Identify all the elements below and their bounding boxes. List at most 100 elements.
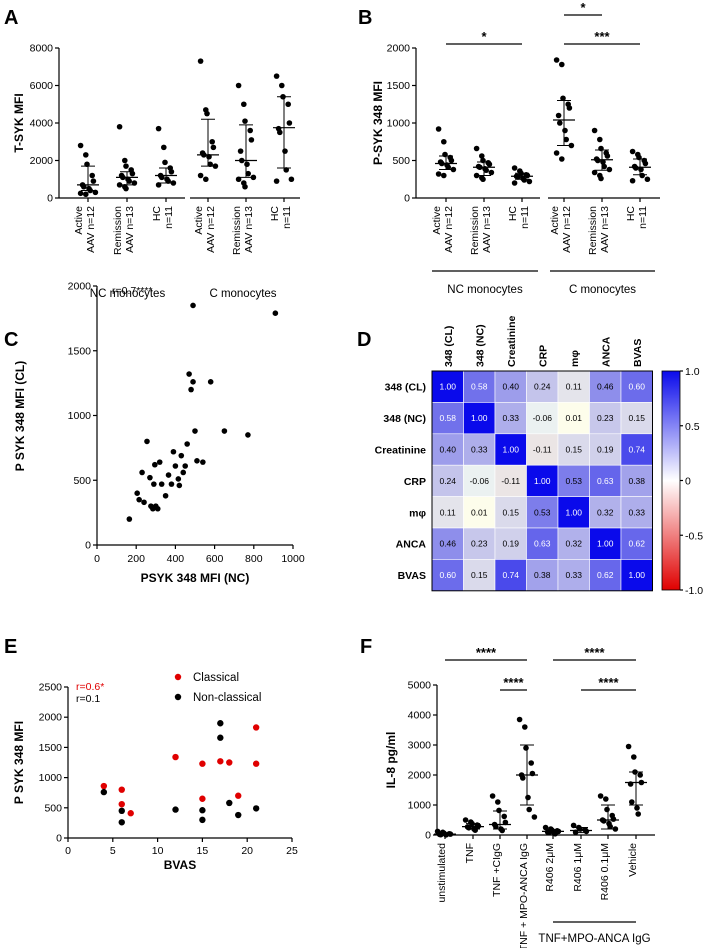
data-point <box>210 144 217 151</box>
heatmap-cell <box>620 402 653 435</box>
data-point <box>252 760 260 767</box>
heatmap-cell <box>620 527 653 560</box>
data-point <box>155 182 162 188</box>
cell-value: 0.19 <box>502 539 519 549</box>
data-point <box>118 819 125 826</box>
data-point <box>209 138 215 145</box>
data-point <box>635 811 641 817</box>
cell-value: 0.01 <box>565 413 582 423</box>
y-tick-label: 1500 <box>387 80 411 92</box>
data-point <box>644 176 651 183</box>
data-point <box>152 461 158 468</box>
data-point <box>595 157 601 164</box>
data-point <box>552 831 558 837</box>
data-point <box>147 474 153 481</box>
data-point <box>555 112 562 119</box>
data-point <box>634 805 640 811</box>
cell-value: 1.00 <box>597 539 614 549</box>
cell-value: 0.38 <box>628 476 645 486</box>
cell-value: 0.63 <box>534 539 551 549</box>
column-label: 348 (NC) <box>474 324 486 367</box>
cell-value: 0.19 <box>597 445 614 455</box>
data-point <box>591 169 598 176</box>
data-point <box>89 172 95 179</box>
data-point <box>159 174 165 181</box>
data-point <box>526 178 533 185</box>
x-tick-label: AAV n=12 <box>85 206 97 253</box>
row-label: ANCA <box>396 539 427 551</box>
data-point <box>100 788 108 796</box>
data-point <box>245 170 251 177</box>
cell-value: -0.11 <box>533 445 552 455</box>
x-tick-label: AAV n=13 <box>481 206 493 253</box>
cell-value: 0.58 <box>439 413 456 423</box>
cell-value: 0.60 <box>628 382 645 392</box>
data-point <box>217 734 224 741</box>
data-point <box>577 826 583 832</box>
heatmap-cell <box>557 496 590 529</box>
data-point <box>568 142 575 149</box>
cell-value: 0.40 <box>502 382 519 392</box>
heatmap-cell <box>557 464 590 497</box>
data-point <box>100 782 108 790</box>
heatmap-cell <box>526 433 559 466</box>
heatmap-cell <box>557 527 590 560</box>
heatmap-cell <box>620 464 653 497</box>
y-tick-label: 2000 <box>68 281 92 293</box>
data-point <box>226 799 233 807</box>
data-point <box>480 157 486 164</box>
x-tick-label: AAV n=13 <box>124 206 136 253</box>
x-tick-label: Remission <box>112 206 124 255</box>
column-label: mφ <box>569 350 581 367</box>
y-tick-label: 0 <box>47 193 53 205</box>
x-tick-label: R406 1μM <box>572 843 584 892</box>
row-label: mφ <box>409 507 426 519</box>
x-tick-label: 0 <box>94 553 100 565</box>
data-point <box>522 724 528 730</box>
x-tick-label: Active <box>431 206 443 235</box>
data-point <box>516 716 523 723</box>
x-tick-label: Remission <box>587 206 599 255</box>
data-point <box>612 826 619 832</box>
data-point <box>182 463 188 469</box>
data-point <box>87 187 93 194</box>
cell-value: 0.33 <box>628 507 645 517</box>
data-point <box>638 166 644 173</box>
data-point <box>435 126 442 132</box>
data-point <box>139 469 145 476</box>
x-tick-label: 5 <box>110 845 116 857</box>
data-point <box>217 758 224 765</box>
cell-value: 1.00 <box>628 570 645 580</box>
x-tick-label: n=11 <box>637 206 649 229</box>
data-point <box>570 822 577 829</box>
data-point <box>190 379 196 385</box>
heatmap-cell <box>589 370 622 403</box>
heatmap-cell <box>620 433 653 466</box>
heatmap-cell <box>494 559 527 592</box>
data-point <box>521 177 527 183</box>
data-point <box>131 180 138 186</box>
heatmap-cell <box>589 559 622 592</box>
y-tick-label: 1500 <box>39 742 63 754</box>
cell-value: -0.11 <box>501 476 520 486</box>
data-point <box>252 805 260 812</box>
data-point <box>572 829 579 836</box>
data-point <box>286 120 293 126</box>
heatmap-cell <box>526 496 559 529</box>
data-point <box>282 148 288 154</box>
x-tick-label: R406 0.1μM <box>599 843 611 900</box>
x-tick-label: 1000 <box>281 553 305 565</box>
panel-label-A: A <box>4 7 18 29</box>
data-point <box>116 182 123 188</box>
data-point <box>495 799 501 805</box>
data-point <box>604 153 611 159</box>
heatmap-cell <box>526 527 559 560</box>
data-point <box>526 806 532 813</box>
data-point <box>523 745 529 751</box>
cell-value: 0.53 <box>534 507 551 517</box>
colorbar-tick-label: -0.5 <box>685 530 703 542</box>
x-tick-label: AAV n=13 <box>243 206 255 253</box>
data-point <box>151 481 157 487</box>
data-point <box>639 172 645 179</box>
